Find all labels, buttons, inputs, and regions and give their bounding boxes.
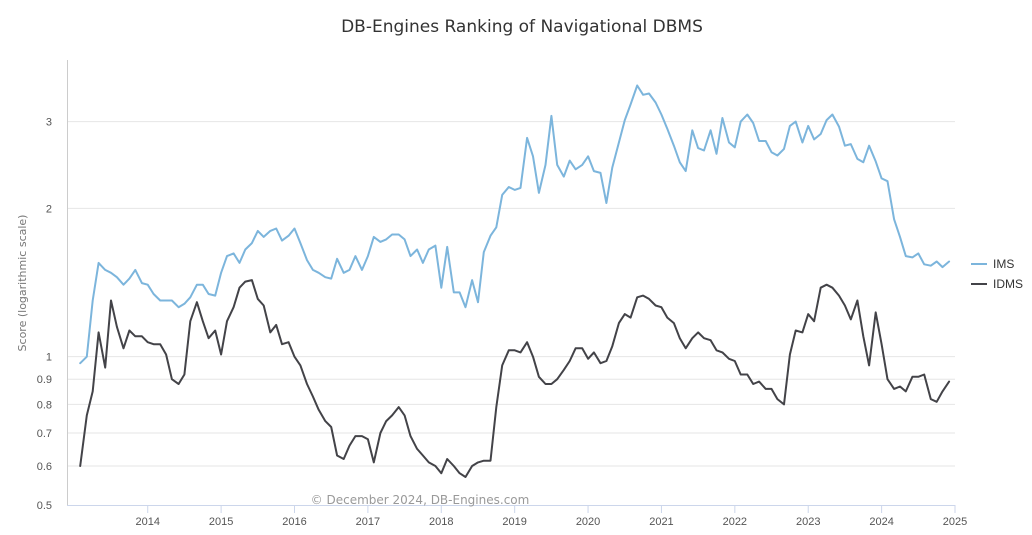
x-tick-label: 2018 xyxy=(429,516,453,528)
y-tick-label: 0.6 xyxy=(37,461,52,473)
x-tick-label: 2020 xyxy=(576,516,600,528)
legend-item-idms[interactable]: IDMS xyxy=(971,277,1023,291)
x-tick-label: 2016 xyxy=(282,516,306,528)
y-tick-label: 0.5 xyxy=(37,500,52,512)
grid xyxy=(67,121,955,467)
chart-title: DB-Engines Ranking of Navigational DBMS xyxy=(341,17,703,37)
x-tick-label: 2019 xyxy=(502,516,526,528)
x-tick-label: 2024 xyxy=(869,516,893,528)
y-tick-label: 0.8 xyxy=(37,399,52,411)
legend-label: IDMS xyxy=(993,277,1023,291)
y-tick-label: 2 xyxy=(46,203,52,215)
y-tick-label: 1 xyxy=(46,352,52,364)
x-ticks: 2014 2015 2016 2017 2018 2019 2020 2021 2022 2023… xyxy=(135,505,967,528)
x-tick-label: 2022 xyxy=(723,516,747,528)
y-tick-label: 0.9 xyxy=(37,374,52,386)
y-tick-label: 0.7 xyxy=(37,428,52,440)
series-layer xyxy=(79,84,951,478)
y-ticks: 0.5 0.6 0.7 0.8 0.9 1 2 3 xyxy=(37,117,52,512)
legend: IMS IDMS xyxy=(971,257,1023,291)
series-line-ims[interactable] xyxy=(79,84,951,365)
credit-text: © December 2024, DB-Engines.com xyxy=(311,493,530,507)
x-tick-label: 2025 xyxy=(943,516,967,528)
x-tick-label: 2014 xyxy=(135,516,159,528)
legend-item-ims[interactable]: IMS xyxy=(971,257,1014,271)
y-axis-label: Score (logarithmic scale) xyxy=(16,215,29,352)
x-tick-label: 2015 xyxy=(209,516,233,528)
x-tick-label: 2023 xyxy=(796,516,820,528)
x-tick-label: 2017 xyxy=(356,516,380,528)
legend-label: IMS xyxy=(993,257,1014,271)
series-line-idms[interactable] xyxy=(79,279,951,478)
x-tick-label: 2021 xyxy=(649,516,673,528)
y-tick-label: 3 xyxy=(46,117,52,129)
